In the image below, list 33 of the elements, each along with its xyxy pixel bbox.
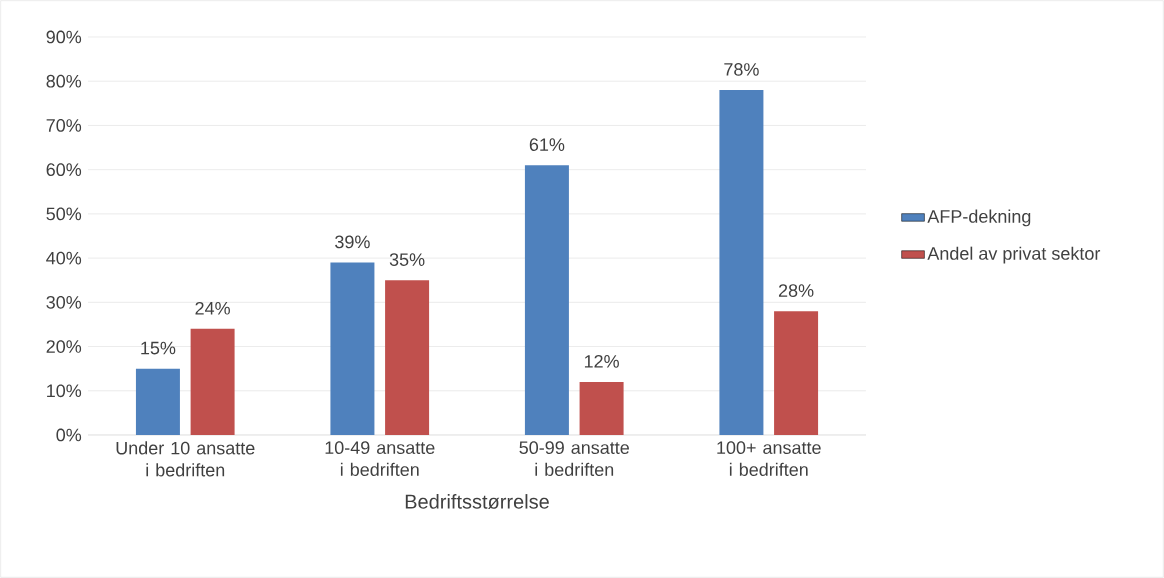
- data-label: 78%: [724, 63, 759, 76]
- y-tick-label: 70%: [46, 119, 82, 132]
- y-tick-label: 20%: [46, 340, 82, 353]
- bar: [524, 165, 569, 435]
- x-tick-label: 10-49 ansatte i bedriften: [325, 441, 435, 476]
- data-label: 24%: [195, 301, 230, 315]
- bar: [719, 90, 764, 435]
- bar: [579, 381, 624, 435]
- data-label: 15%: [141, 341, 176, 355]
- y-tick-label: 90%: [46, 30, 82, 44]
- x-axis-title: Bedriftsstørrelse: [405, 494, 549, 509]
- y-tick-label: 40%: [46, 251, 82, 265]
- y-tick-label: 60%: [46, 163, 82, 177]
- y-tick-label: 0%: [56, 428, 82, 442]
- bar: [330, 262, 375, 435]
- legend-label: AFP-dekning: [927, 209, 1031, 227]
- bar: [385, 280, 430, 435]
- bar: [135, 368, 180, 435]
- y-tick-label: 30%: [46, 295, 82, 309]
- x-tick-label: 50-99 ansatte i bedriften: [519, 441, 629, 476]
- y-tick-label: 50%: [46, 207, 82, 221]
- data-label: 12%: [584, 354, 619, 368]
- y-tick-label: 80%: [46, 74, 82, 88]
- bar: [774, 311, 819, 435]
- y-tick-label: 10%: [47, 384, 82, 398]
- legend-label: Andel av privat sektor: [927, 246, 1101, 264]
- x-tick-label: Under 10 ansatte i bedriften: [116, 441, 255, 477]
- data-label: 61%: [529, 138, 565, 151]
- bar: [190, 328, 235, 435]
- data-label: 35%: [389, 253, 425, 266]
- x-tick-label: 100+ ansatte i bedriften: [717, 441, 821, 476]
- data-label: 28%: [778, 284, 814, 297]
- data-label: 39%: [335, 235, 370, 249]
